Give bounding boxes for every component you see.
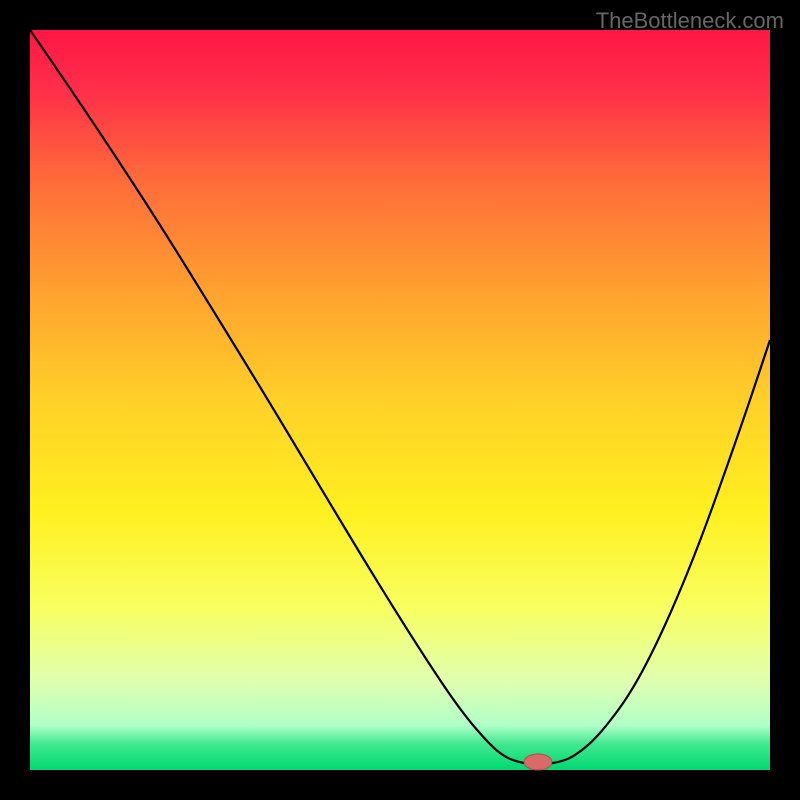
optimal-point-marker <box>524 754 552 770</box>
bottleneck-chart <box>0 0 800 800</box>
watermark-text: TheBottleneck.com <box>596 8 784 34</box>
chart-svg <box>0 0 800 800</box>
plot-background <box>30 30 770 770</box>
